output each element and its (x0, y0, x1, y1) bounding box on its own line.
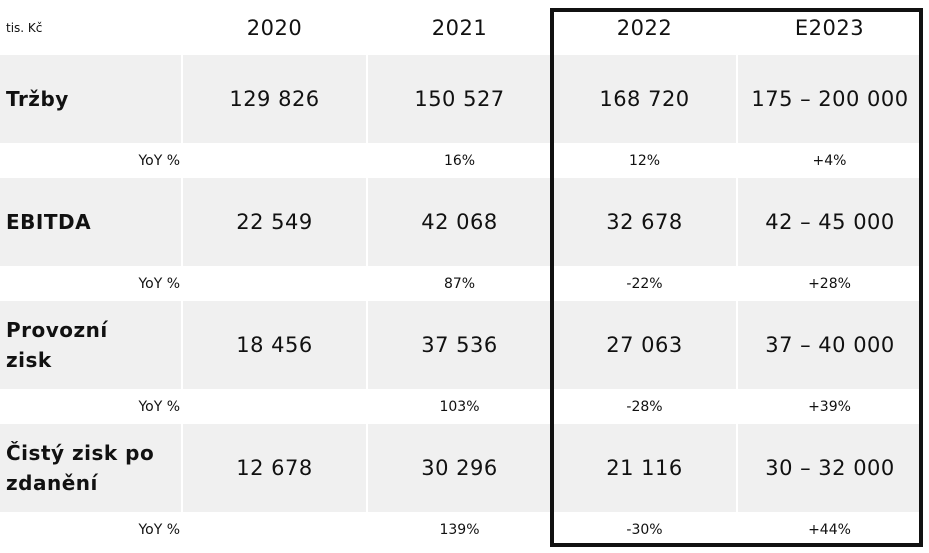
value-cell: 175 – 200 000 (736, 55, 922, 143)
value-cell: 30 – 32 000 (736, 424, 922, 512)
value-cell: 129 826 (181, 55, 367, 143)
row-label-line: Čistý zisk po (6, 441, 155, 465)
value-cell: 21 116 (551, 424, 737, 512)
yoy-row: YoY % 87% -22% +28% (0, 266, 922, 301)
yoy-cell: 16% (367, 143, 552, 178)
yoy-label: YoY % (0, 143, 182, 178)
header-row: tis. Kč 2020 2021 2022 E2023 (0, 0, 922, 55)
row-label-line: Tržby (6, 87, 69, 111)
value-cell: 32 678 (551, 178, 737, 266)
value-cell: 37 536 (366, 301, 552, 389)
yoy-cell: +44% (737, 512, 922, 547)
row-label: Čistý zisk po zdanění (0, 424, 182, 512)
yoy-cell: 103% (367, 389, 552, 424)
table-row-trzby: Tržby 129 826 150 527 168 720 175 – 200 … (0, 55, 922, 143)
yoy-cell: +39% (737, 389, 922, 424)
row-label-line: Provozní (6, 318, 108, 342)
value-cell: 42 – 45 000 (736, 178, 922, 266)
yoy-row: YoY % 139% -30% +44% (0, 512, 922, 547)
value-cell: 168 720 (551, 55, 737, 143)
yoy-cell: -30% (552, 512, 737, 547)
yoy-label: YoY % (0, 512, 182, 547)
yoy-cell (182, 389, 367, 424)
table-row-cisty-zisk: Čistý zisk po zdanění 12 678 30 296 21 1… (0, 424, 922, 512)
yoy-cell (182, 266, 367, 301)
value-cell: 18 456 (181, 301, 367, 389)
yoy-cell: 87% (367, 266, 552, 301)
yoy-cell: 12% (552, 143, 737, 178)
yoy-label: YoY % (0, 389, 182, 424)
yoy-cell: -28% (552, 389, 737, 424)
year-2022-header: 2022 (616, 15, 673, 40)
row-label-line: zisk (6, 348, 52, 372)
row-label-line: EBITDA (6, 210, 92, 234)
yoy-cell: +28% (737, 266, 922, 301)
yoy-cell: +4% (737, 143, 922, 178)
table-row-provozni-zisk: Provozní zisk 18 456 37 536 27 063 37 – … (0, 301, 922, 389)
value-cell: 30 296 (366, 424, 552, 512)
row-label-line: zdanění (6, 471, 98, 495)
value-cell: 22 549 (181, 178, 367, 266)
year-2020-header: 2020 (246, 15, 303, 40)
value-cell: 150 527 (366, 55, 552, 143)
unit-label: tis. Kč (6, 20, 43, 35)
value-cell: 12 678 (181, 424, 367, 512)
row-label: EBITDA (0, 178, 182, 266)
value-cell: 37 – 40 000 (736, 301, 922, 389)
row-label: Tržby (0, 55, 182, 143)
value-cell: 42 068 (366, 178, 552, 266)
yoy-cell (182, 512, 367, 547)
yoy-label: YoY % (0, 266, 182, 301)
yoy-cell: -22% (552, 266, 737, 301)
year-2021-header: 2021 (431, 15, 488, 40)
yoy-cell: 139% (367, 512, 552, 547)
yoy-row: YoY % 16% 12% +4% (0, 143, 922, 178)
row-label: Provozní zisk (0, 301, 182, 389)
yoy-cell (182, 143, 367, 178)
value-cell: 27 063 (551, 301, 737, 389)
table-row-ebitda: EBITDA 22 549 42 068 32 678 42 – 45 000 (0, 178, 922, 266)
yoy-row: YoY % 103% -28% +39% (0, 389, 922, 424)
year-e2023-header: E2023 (794, 15, 865, 40)
